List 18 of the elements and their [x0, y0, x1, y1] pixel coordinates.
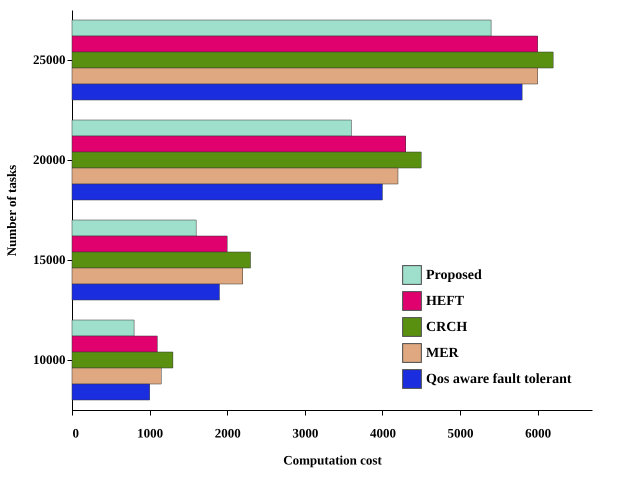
legend-label: Qos aware fault tolerant [426, 372, 572, 387]
x-tick-label: 2000 [214, 426, 241, 440]
x-tick-label: 1000 [137, 426, 164, 440]
x-axis-title: Computation cost [283, 452, 382, 468]
x-tick-label: 3000 [292, 426, 318, 440]
x-tick-label: 6000 [525, 426, 552, 440]
legend-label: Proposed [426, 268, 482, 283]
y-tick-label: 20000 [33, 152, 66, 167]
legend-label: HEFT [426, 294, 465, 309]
legend-label: MER [426, 346, 460, 361]
y-axis-title: Number of tasks [4, 164, 19, 256]
x-tick-label: 5000 [448, 426, 474, 440]
y-tick-label: 25000 [33, 52, 66, 67]
y-tick-label: 15000 [33, 252, 66, 267]
x-tick-label: 4000 [370, 426, 396, 440]
legend-label: CRCH [426, 320, 468, 335]
y-tick-label: 10000 [33, 352, 66, 367]
x-tick-label: 0 [72, 426, 79, 440]
